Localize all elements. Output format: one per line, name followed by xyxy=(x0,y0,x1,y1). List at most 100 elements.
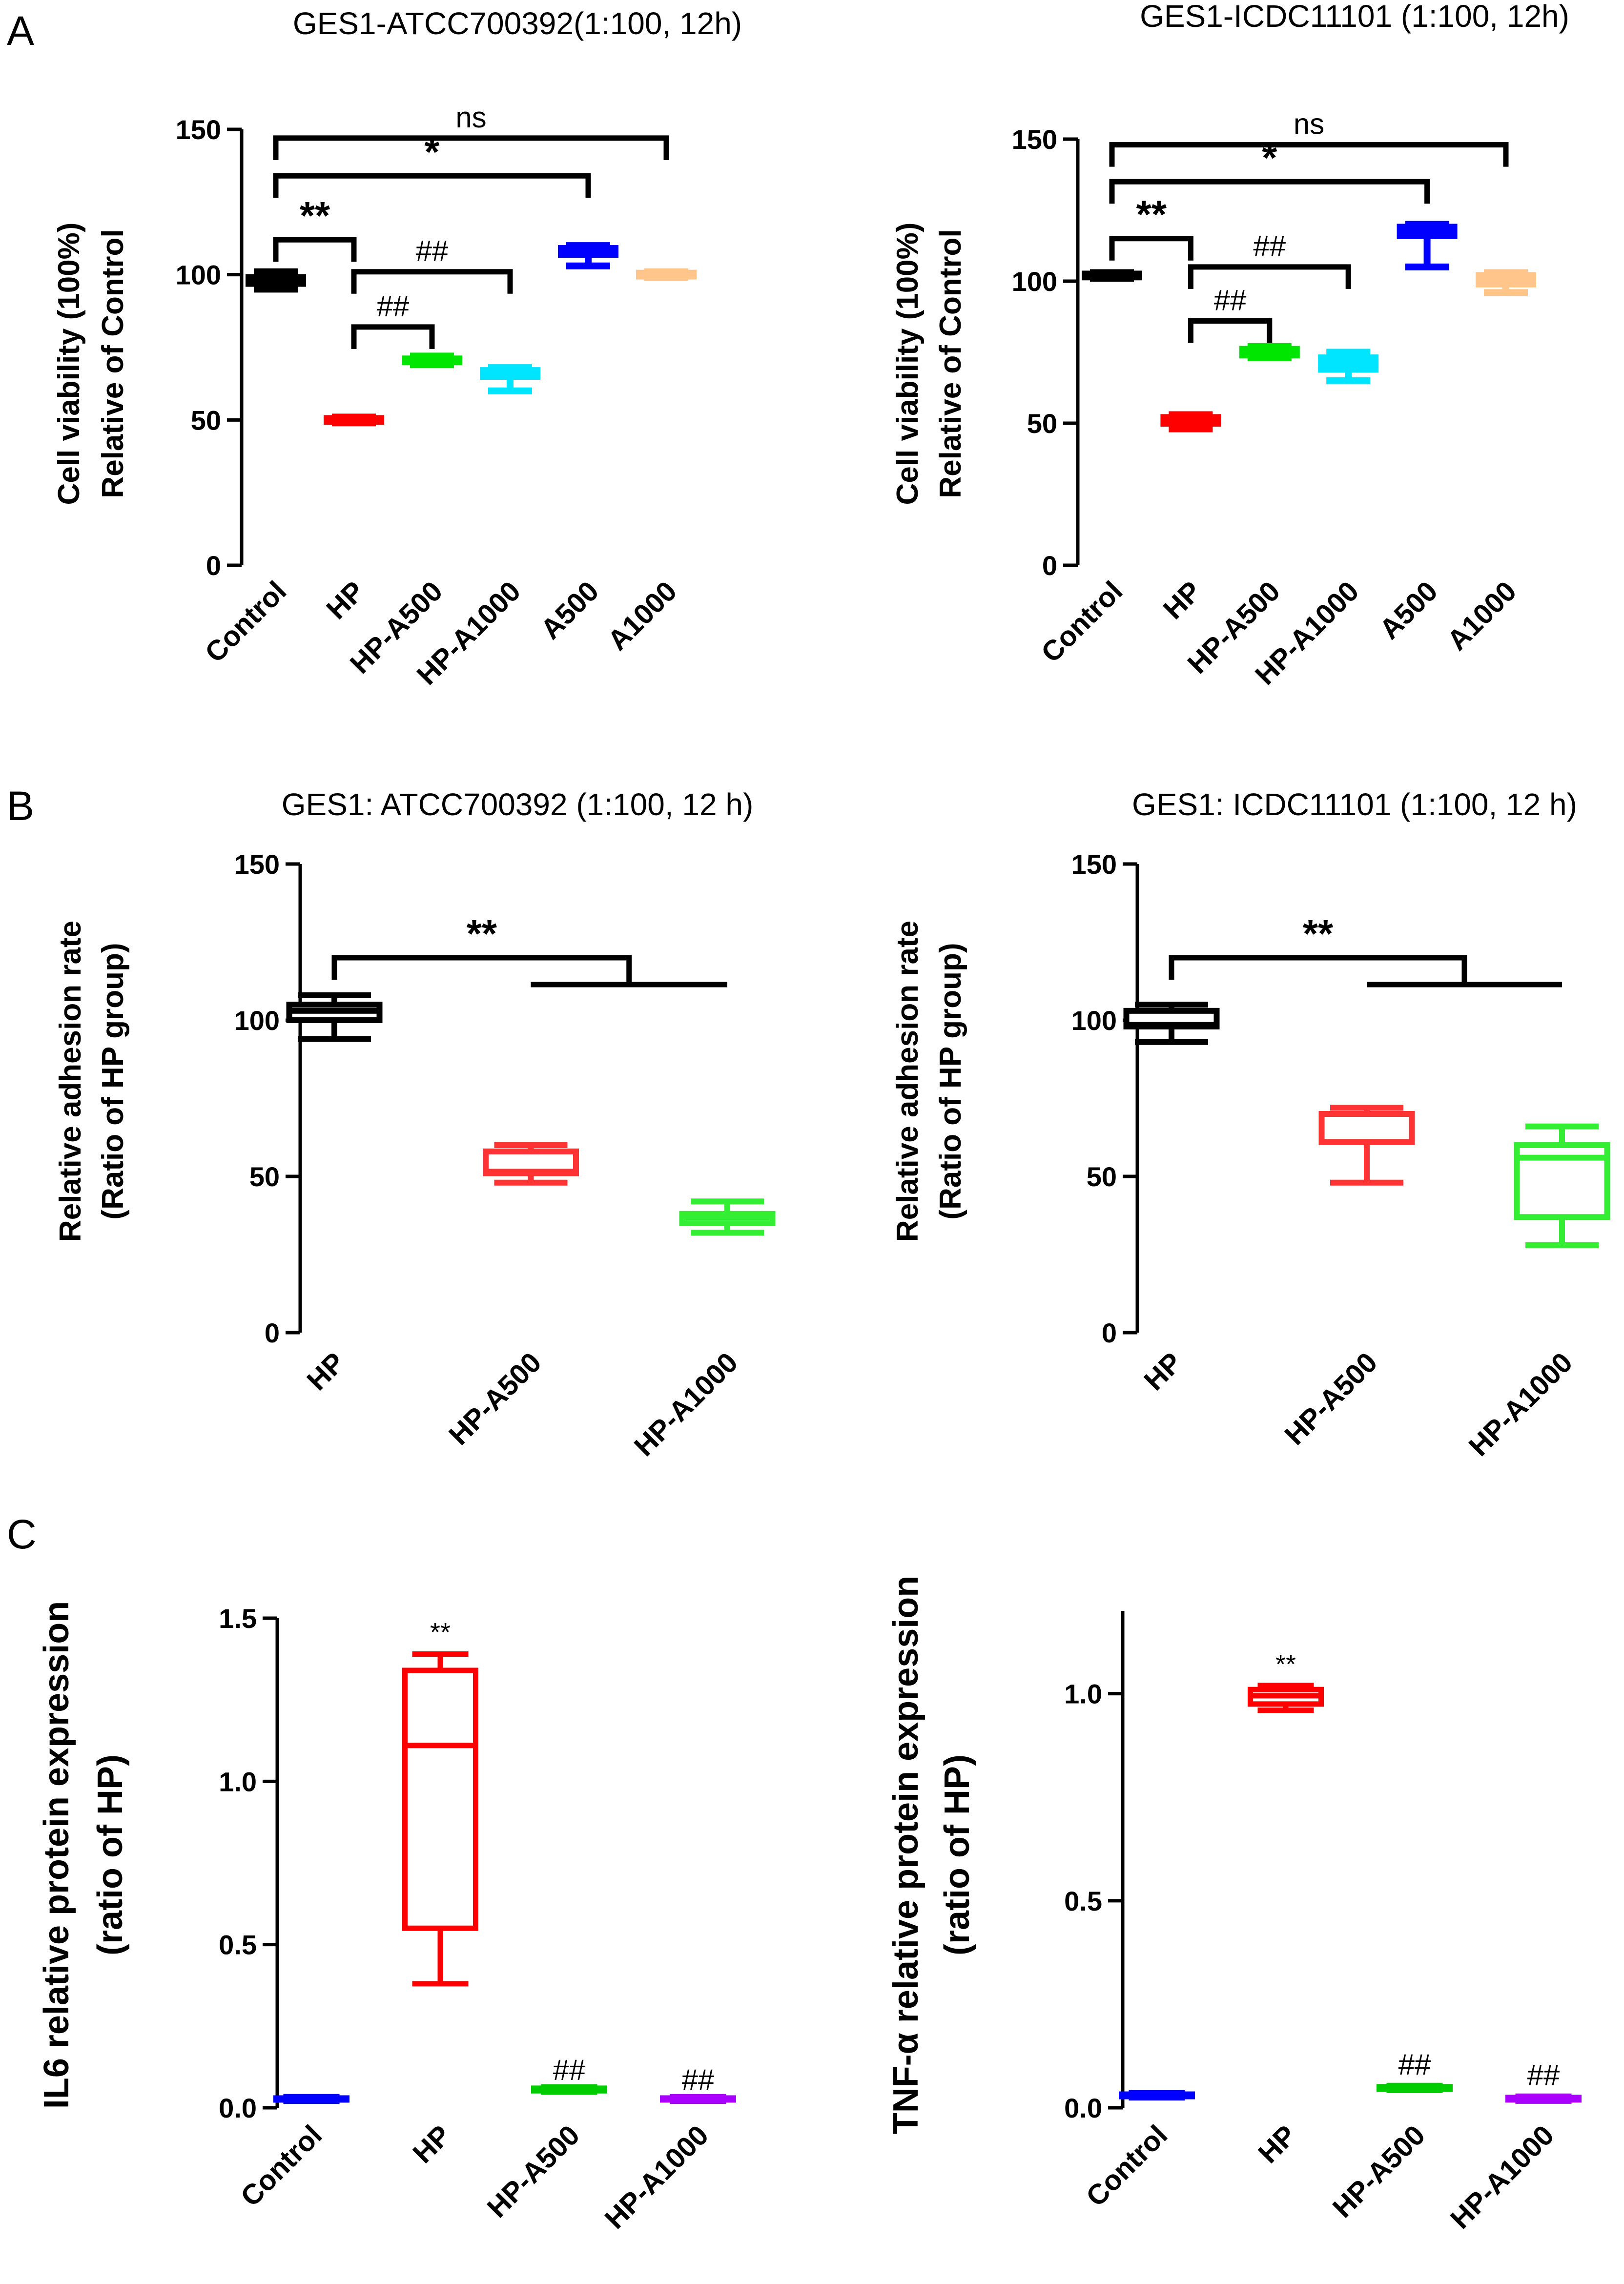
significance-bracket xyxy=(1169,955,1467,985)
y-axis-label-line-1: Cell viability (100%) xyxy=(891,223,925,505)
box-a500 xyxy=(1397,221,1458,270)
y-tick-label: 1.0 xyxy=(1064,1679,1102,1709)
box-hp xyxy=(402,1651,478,1987)
box-control xyxy=(1119,2090,1195,2101)
y-axis-label-line-1: Relative adhesion rate xyxy=(54,921,87,1242)
box-a1000 xyxy=(636,268,697,281)
y-tick-label: 150 xyxy=(176,114,221,145)
y-tick-label: 0.0 xyxy=(1064,2093,1102,2123)
significance-bracket xyxy=(351,269,513,294)
y-axis-label-line-2: (ratio of HP) xyxy=(91,1754,130,1955)
panel-label-b: B xyxy=(7,783,34,829)
box-hp xyxy=(1248,1683,1324,1713)
y-tick-label: 100 xyxy=(1071,1005,1117,1036)
box-a500 xyxy=(558,242,618,269)
y-tick-label: 150 xyxy=(1071,849,1117,880)
significance-label: ** xyxy=(1136,193,1167,236)
y-axis-label-line-1: Cell viability (100%) xyxy=(52,223,86,505)
y-axis-label-line-1: IL6 relative protein expression xyxy=(37,1601,76,2109)
box-iqr xyxy=(402,1667,478,1931)
y-axis-label-line-1: TNF-α relative protein expression xyxy=(886,1576,925,2135)
chart-title: GES1: ATCC700392 (1:100, 12 h) xyxy=(282,787,754,822)
box-a1000 xyxy=(1476,269,1536,296)
significance-label: ## xyxy=(1527,2058,1560,2091)
y-tick-label: 50 xyxy=(1027,408,1057,439)
significance-label: * xyxy=(424,130,440,173)
significance-bracket xyxy=(273,135,669,160)
y-tick-label: 0.5 xyxy=(1064,1886,1102,1916)
significance-bracket xyxy=(351,324,435,349)
box-hp-a1000 xyxy=(679,1198,776,1236)
significance-label: ** xyxy=(1303,912,1334,955)
significance-label: ** xyxy=(430,1618,451,1647)
y-tick-label: 150 xyxy=(1012,124,1057,155)
chart-title: GES1: ICDC11101 (1:100, 12 h) xyxy=(1132,787,1577,822)
significance-label: ## xyxy=(377,290,410,323)
box-hp-a1000 xyxy=(1318,349,1379,384)
y-axis-label-line-2: (ratio of HP) xyxy=(938,1754,977,1955)
y-axis-label-line-1: Relative adhesion rate xyxy=(891,921,925,1242)
significance-bracket xyxy=(273,237,357,262)
y-tick-label: 50 xyxy=(1087,1161,1117,1192)
significance-bracket xyxy=(1188,264,1351,289)
box-hp xyxy=(1123,1002,1220,1045)
y-tick-label: 100 xyxy=(234,1005,280,1036)
significance-bracket xyxy=(1109,142,1509,167)
y-tick-label: 50 xyxy=(249,1161,280,1192)
box-control xyxy=(1082,269,1142,282)
significance-label: * xyxy=(1262,136,1277,179)
significance-label: ** xyxy=(1275,1649,1296,1679)
box-hp-a500 xyxy=(1377,2082,1453,2093)
y-tick-label: 0 xyxy=(1042,550,1057,581)
significance-label: ## xyxy=(1214,284,1247,316)
box-hp-a1000 xyxy=(1505,2093,1582,2104)
box-hp-a1000 xyxy=(660,2094,736,2104)
y-tick-label: 1.0 xyxy=(219,1766,257,1797)
y-tick-label: 0 xyxy=(265,1317,280,1348)
box-hp xyxy=(1160,411,1221,432)
significance-bracket xyxy=(1109,236,1193,261)
significance-bracket xyxy=(273,173,591,198)
significance-bracket xyxy=(1109,179,1430,204)
significance-label: ## xyxy=(682,2063,715,2096)
box-control xyxy=(273,2094,349,2104)
y-tick-label: 150 xyxy=(234,849,280,880)
y-tick-label: 100 xyxy=(176,260,221,290)
box-hp xyxy=(324,413,384,427)
significance-label: ** xyxy=(300,194,330,237)
box-hp-a500 xyxy=(531,2084,607,2095)
panel-label-a: A xyxy=(7,8,34,54)
y-axis-label-line-2: Relative of Control xyxy=(934,229,967,498)
y-tick-label: 0.0 xyxy=(219,2093,257,2123)
significance-label: ## xyxy=(1253,230,1286,263)
chart-title: GES1-ICDC11101 (1:100, 12h) xyxy=(1140,0,1569,34)
significance-label: ## xyxy=(553,2054,586,2086)
panel-label-c: C xyxy=(7,1511,37,1557)
significance-label: ** xyxy=(467,912,497,955)
y-tick-label: 1.5 xyxy=(219,1603,257,1634)
y-axis-label-line-2: Relative of Control xyxy=(96,229,130,498)
significance-bracket xyxy=(1188,318,1273,343)
box-control xyxy=(246,268,306,293)
box-hp-a500 xyxy=(483,1142,579,1186)
y-axis-label-line-2: (Ratio of HP group) xyxy=(96,943,130,1219)
significance-label: ## xyxy=(416,235,449,267)
significance-label: ns xyxy=(455,101,486,134)
significance-bracket xyxy=(331,955,632,985)
significance-label: ## xyxy=(1398,2048,1431,2081)
box-hp xyxy=(286,992,383,1042)
y-tick-label: 0 xyxy=(1102,1317,1117,1348)
significance-label: ns xyxy=(1294,108,1324,141)
box-hp-a500 xyxy=(1239,343,1300,362)
y-tick-label: 0 xyxy=(206,550,221,581)
box-hp-a500 xyxy=(402,352,462,369)
y-axis-label-line-2: (Ratio of HP group) xyxy=(934,943,967,1219)
box-hp-a1000 xyxy=(1514,1123,1610,1248)
box-hp-a500 xyxy=(1318,1105,1415,1186)
y-tick-label: 0.5 xyxy=(219,1930,257,1960)
chart-title: GES1-ATCC700392(1:100, 12h) xyxy=(293,6,742,41)
y-tick-label: 100 xyxy=(1012,266,1057,297)
box-hp-a1000 xyxy=(480,364,540,394)
y-tick-label: 50 xyxy=(191,405,221,435)
